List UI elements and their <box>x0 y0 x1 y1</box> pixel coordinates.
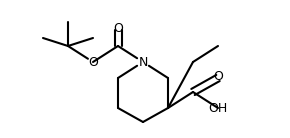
Text: OH: OH <box>209 103 228 116</box>
Text: O: O <box>213 71 223 83</box>
Text: O: O <box>113 22 123 35</box>
Text: O: O <box>88 55 98 68</box>
Text: N: N <box>138 55 148 68</box>
